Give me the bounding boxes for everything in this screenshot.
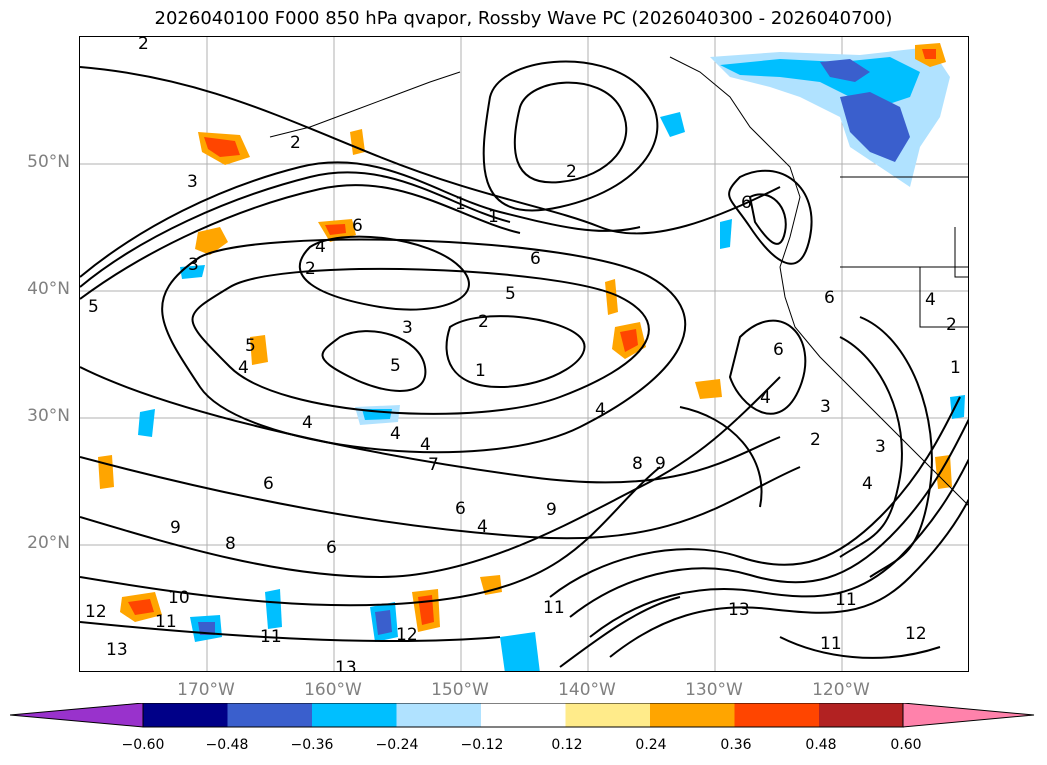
gridlines	[80, 37, 968, 671]
colorbar-tick-label: −0.36	[290, 737, 334, 753]
contour-label-group: 2 3 1 6 2 4 2 5 3 2 1 5 4 5 1 4 4 4 7 6 …	[85, 37, 961, 672]
colorbar	[10, 703, 1035, 728]
contour-label: 1	[455, 194, 466, 214]
colorbar-tick-label: 0.60	[890, 737, 922, 753]
contour-map: 2 3 1 6 2 4 2 5 3 2 1 5 4 5 1 4 4 4 7 6 …	[80, 37, 968, 672]
contour-label: 6	[741, 193, 752, 213]
map-panel: 2 3 1 6 2 4 2 5 3 2 1 5 4 5 1 4 4 4 7 6 …	[79, 36, 969, 672]
contour-label: 2	[290, 133, 301, 153]
colorbar-segment	[650, 703, 735, 727]
contour-label: 12	[905, 624, 927, 644]
colorbar-tick-label: −0.48	[205, 737, 249, 753]
contour-label: 6	[352, 216, 363, 236]
contour-label: 9	[655, 454, 666, 474]
contour-label: 2	[810, 430, 821, 450]
lat-label-20n: 20°N	[27, 533, 70, 553]
contour-label: 6	[263, 474, 274, 494]
colorbar-segment	[565, 703, 650, 727]
contour-label: 5	[390, 356, 401, 376]
contour-label: 4	[595, 400, 606, 420]
contour-lines	[80, 60, 968, 668]
lon-label-160w: 160°W	[304, 680, 362, 700]
lon-label-170w: 170°W	[177, 680, 235, 700]
colorbar-tick-label: −0.12	[460, 737, 504, 753]
contour-label: 2	[946, 315, 957, 335]
contour-label: 13	[728, 600, 750, 620]
lon-label-120w: 120°W	[812, 680, 870, 700]
contour-label: 4	[238, 358, 249, 378]
contour-label: 6	[824, 288, 835, 308]
map-title: 2026040100 F000 850 hPa qvapor, Rossby W…	[154, 8, 893, 29]
contour-label: 3	[402, 318, 413, 338]
contour-label: 4	[420, 435, 431, 455]
contour-label: 12	[85, 602, 107, 622]
anomaly-shading	[98, 43, 965, 671]
contour-label: 1	[950, 358, 961, 378]
contour-label: 2	[566, 162, 577, 182]
contour-label: 8	[632, 454, 643, 474]
contour-label: 4	[390, 424, 401, 444]
contour-label: 5	[88, 297, 99, 317]
contour-label: 11	[155, 612, 177, 632]
colorbar-tick-label: 0.12	[551, 737, 583, 753]
contour-label: 6	[773, 340, 784, 360]
colorbar-tick-label: −0.60	[121, 737, 165, 753]
colorbar-tick-label: 0.36	[720, 737, 752, 753]
contour-label: 11	[835, 590, 857, 610]
contour-label: 5	[245, 336, 256, 356]
contour-label: 3	[875, 437, 886, 457]
contour-label: 4	[925, 290, 936, 310]
contour-label: 1	[475, 361, 486, 381]
lat-label-40n: 40°N	[27, 279, 70, 299]
contour-label: 8	[225, 534, 236, 554]
contour-label: 2	[138, 37, 149, 54]
contour-label: 4	[760, 388, 771, 408]
contour-label: 3	[187, 172, 198, 192]
contour-label: 6	[455, 499, 466, 519]
contour-label: 7	[428, 455, 439, 475]
contour-label: 6	[326, 538, 337, 558]
contour-label: 4	[302, 413, 313, 433]
lon-label-150w: 150°W	[431, 680, 489, 700]
contour-label: 13	[335, 658, 357, 672]
contour-label: 10	[168, 588, 190, 608]
colorbar-segment	[396, 703, 481, 727]
colorbar-tick-label: −0.24	[375, 737, 419, 753]
colorbar-max-extend	[902, 703, 1035, 728]
lat-label-50n: 50°N	[27, 152, 70, 172]
contour-label: 2	[478, 312, 489, 332]
contour-label: 4	[477, 517, 488, 537]
contour-label: 4	[862, 474, 873, 494]
colorbar-tick-label: 0.24	[635, 737, 667, 753]
colorbar-segment	[481, 703, 566, 727]
contour-label: 3	[188, 255, 199, 275]
contour-label: 12	[396, 625, 418, 645]
contour-label: 1	[488, 207, 499, 227]
lon-label-140w: 140°W	[558, 680, 616, 700]
contour-label: 9	[170, 518, 181, 538]
contour-label: 11	[260, 627, 282, 647]
colorbar-tick-label: 0.48	[805, 737, 837, 753]
colorbar-segment	[819, 703, 904, 727]
colorbar-min-extend	[10, 703, 144, 728]
contour-label: 3	[820, 397, 831, 417]
contour-label: 2	[305, 259, 316, 279]
colorbar-segment	[312, 703, 397, 727]
lon-label-130w: 130°W	[685, 680, 743, 700]
colorbar-segment	[734, 703, 819, 727]
colorbar-segment	[143, 703, 228, 727]
contour-label: 5	[505, 284, 516, 304]
colorbar-segment	[227, 703, 312, 727]
contour-label: 11	[820, 634, 842, 654]
contour-label: 6	[530, 249, 541, 269]
coastlines	[269, 56, 968, 506]
contour-label: 9	[546, 500, 557, 520]
contour-label: 11	[543, 598, 565, 618]
contour-label: 13	[106, 640, 128, 660]
lat-label-30n: 30°N	[27, 406, 70, 426]
contour-label: 4	[315, 237, 326, 257]
